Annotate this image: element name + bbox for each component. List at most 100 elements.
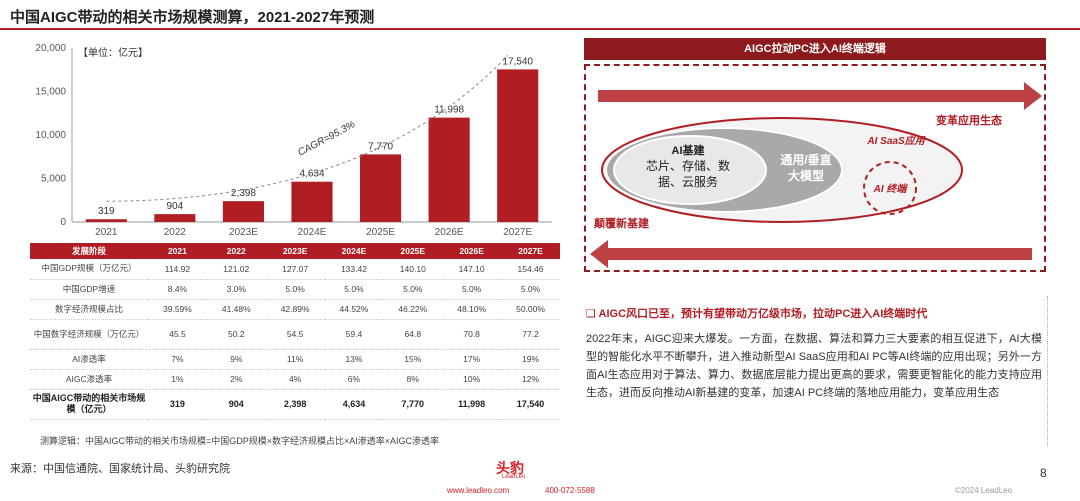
y-tick-label: 20,000 [35, 43, 66, 54]
table-row: 中国GDP增速 8.4% 3.0% 5.0% 5.0% 5.0% 5.0% 5.0% [30, 279, 560, 300]
x-tick-label: 2024E [298, 227, 327, 238]
table-cell: 5.0% [442, 279, 502, 300]
table-cell: 48.10% [442, 299, 502, 320]
saas-label: AI SaaS应用 [866, 135, 926, 147]
row-label: 中国GDP规模（万亿元） [30, 259, 148, 280]
x-tick-label: 2026E [435, 227, 464, 238]
website-link[interactable]: www.leadleo.com [447, 486, 510, 495]
phone-number: 400-072-5588 [545, 486, 595, 495]
brand-logo-sub: LeadLeo [502, 474, 526, 480]
table-cell: 140.10 [383, 259, 443, 280]
terminal-label: AI 终端 [873, 183, 909, 195]
table-header-cell: 2023E [265, 243, 325, 259]
table-row: AIGC渗透率 1% 2% 4% 6% 8% 10% 12% [30, 369, 560, 390]
bar [497, 69, 539, 222]
ai-base-line1: 芯片、存储、数 [646, 158, 730, 173]
table-cell: 77.2 [501, 319, 560, 350]
table-cell: 64.8 [383, 319, 443, 350]
table-row: 数字经济规模占比 39.59% 41.48% 42.89% 44.52% 46.22% 48… [30, 299, 560, 320]
ai-terminal-diagram: 变革应用生态 颠覆新基建 AI基建 芯片、存储、数 据、云服务 通用/垂直 大模… [590, 82, 1042, 268]
title-divider [0, 28, 1080, 30]
bar [85, 219, 127, 222]
copyright: ©2024 LeadLeo [955, 486, 1013, 495]
table-header-cell: 2021 [148, 243, 207, 259]
bar-value-label: 17,540 [502, 56, 533, 67]
trend-line [106, 55, 509, 202]
table-cell: 4,634 [324, 389, 384, 420]
arrow-top-icon [598, 82, 1042, 110]
terminal-circle [863, 161, 917, 215]
arrow-bottom-icon [590, 240, 1032, 268]
model-line2: 大模型 [788, 168, 824, 183]
table-cell: 70.8 [442, 319, 502, 350]
row-label: 中国GDP增速 [30, 279, 148, 300]
table-cell: 3.0% [206, 279, 266, 300]
table-cell: 10% [442, 369, 502, 390]
table-cell: 5.0% [324, 279, 384, 300]
row-label: 中国数字经济规模（万亿元） [30, 319, 148, 350]
y-tick-label: 15,000 [35, 87, 66, 98]
checkbox-bullet-icon: ❑ [586, 308, 599, 320]
ai-base-line2: 据、云服务 [658, 174, 718, 189]
bar [428, 117, 470, 222]
x-tick-label: 2027E [503, 227, 532, 238]
arrow-top-label: 变革应用生态 [936, 113, 1002, 127]
bar [360, 154, 402, 222]
table-cell: 2,398 [265, 389, 325, 420]
unit-label: 【单位：亿元】 [78, 46, 148, 59]
table-cell: 50.2 [206, 319, 266, 350]
diagram-frame [584, 64, 1046, 272]
bar-chart: 0 5,000 10,000 15,000 20,000 【单位：亿元】 319 2021 90… [35, 43, 552, 238]
table-cell: 13% [324, 349, 384, 370]
table-cell: 133.42 [324, 259, 384, 280]
table-cell: 2% [206, 369, 266, 390]
ai-base-ellipse [613, 135, 767, 205]
table-cell: 12% [501, 369, 560, 390]
bar [154, 214, 196, 222]
row-label: 数字经济规模占比 [30, 299, 148, 320]
table-cell: 147.10 [442, 259, 502, 280]
row-label: 中国AIGC带动的相关市场规模（亿元） [30, 389, 148, 420]
section-frame [572, 296, 1048, 446]
table-cell: 9% [206, 349, 266, 370]
row-label: AIGC渗透率 [30, 369, 148, 390]
table-cell: 11,998 [442, 389, 502, 420]
table-cell: 17,540 [501, 389, 560, 420]
table-cell: 7% [148, 349, 207, 370]
table-cell: 5.0% [265, 279, 325, 300]
table-header-cell: 发展阶段 [30, 243, 148, 259]
arrow-bottom-label: 颠覆新基建 [593, 216, 650, 230]
table-row: 中国AIGC带动的相关市场规模（亿元） 319 904 2,398 4,634 7,770… [30, 389, 560, 420]
bar-value-label: 4,634 [299, 169, 324, 180]
table-header-cell: 2025E [383, 243, 443, 259]
table-header-cell: 2022 [206, 243, 266, 259]
section-heading-text: AIGC风口已至，预计有望带动万亿级市场，拉动PC进入AI终端时代 [598, 308, 928, 320]
cagr-annotation: CAGR=95.3% [296, 119, 357, 158]
table-cell: 5.0% [501, 279, 560, 300]
x-tick-label: 2023E [229, 227, 258, 238]
table-row: 中国数字经济规模（万亿元） 45.5 50.2 54.5 59.4 64.8 70.8 77.… [30, 319, 560, 350]
y-tick-label: 5,000 [41, 174, 66, 185]
bar-value-label: 319 [98, 206, 115, 217]
table-cell: 41.48% [206, 299, 266, 320]
table-cell: 59.4 [324, 319, 384, 350]
bar-value-label: 904 [167, 201, 184, 212]
table-cell: 904 [206, 389, 266, 420]
table-header-row: 发展阶段 2021 2022 2023E 2024E 2025E 2026E 2027E [30, 243, 560, 259]
y-tick-label: 10,000 [35, 130, 66, 141]
source-note: 来源：中国信通院、国家统计局、头豹研究院 [10, 463, 230, 475]
x-tick-label: 2022 [164, 227, 187, 238]
table-cell: 42.89% [265, 299, 325, 320]
data-table: 发展阶段 2021 2022 2023E 2024E 2025E 2026E 2027E 中国… [30, 243, 560, 420]
x-tick-label: 2021 [95, 227, 118, 238]
section-heading: ❑ AIGC风口已至，预计有望带动万亿级市场，拉动PC进入AI终端时代 [586, 305, 927, 321]
table-cell: 319 [148, 389, 207, 420]
table-cell: 15% [383, 349, 443, 370]
diagram-header: AIGC拉动PC进入AI终端逻辑 [584, 38, 1046, 60]
bar-value-label: 11,998 [434, 105, 464, 116]
page-title: 中国AIGC带动的相关市场规模测算，2021-2027年预测 [10, 9, 375, 26]
table-cell: 44.52% [324, 299, 384, 320]
bar [222, 201, 264, 222]
table-row: AI渗透率 7% 9% 11% 13% 15% 17% 19% [30, 349, 560, 370]
formula-note: 测算逻辑：中国AIGC带动的相关市场规模=中国GDP规模×数字经济规模占比×AI… [40, 436, 440, 446]
